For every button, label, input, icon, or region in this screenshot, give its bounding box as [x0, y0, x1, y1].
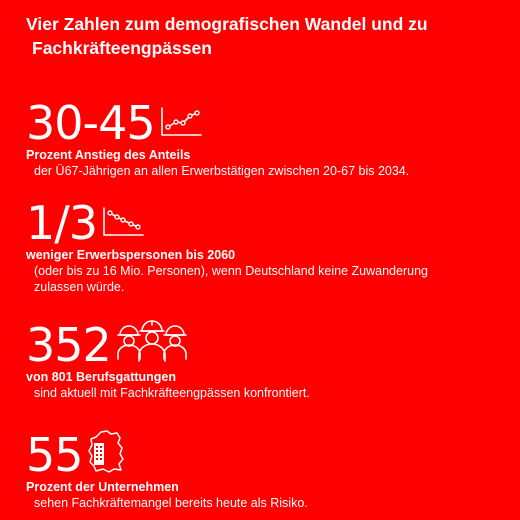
title-line-1: Vier Zahlen zum demografischen Wandel un… [26, 14, 428, 34]
stat-description: (oder bis zu 16 Mio. Personen), wenn Deu… [34, 264, 428, 278]
stat-block-professions: 352 [26, 318, 506, 401]
stat-description: sind aktuell mit Fachkräfteengpässen kon… [34, 386, 310, 400]
title-line-2: Fachkräfteengpässen [32, 38, 212, 58]
stat-block-companies: 55 Prozent der Unternehmen sehen Fachkrä… [26, 428, 506, 511]
stat-number: 55 [26, 428, 84, 482]
stat-lead: Prozent der Unternehmen [26, 480, 179, 494]
stat-lead: Prozent Anstieg des Anteils [26, 148, 191, 162]
line-chart-down-icon [101, 205, 145, 246]
stat-lead: weniger Erwerbspersonen bis 2060 [26, 248, 236, 262]
stat-description: sehen Fachkräftemangel bereits heute als… [34, 496, 308, 510]
stat-description: der Ü67-Jährigen an allen Erwerbstätigen… [34, 164, 410, 178]
page-title: Vier Zahlen zum demografischen Wandel un… [26, 12, 496, 60]
stat-block-increase: 30-45 Prozent Anstieg des Anteils der Ü6… [26, 96, 506, 179]
stat-lead: von 801 Berufsgattungen [26, 370, 177, 384]
stat-description: zulassen würde. [34, 280, 125, 294]
stat-number: 30-45 [26, 96, 156, 150]
germany-map-building-icon [87, 429, 127, 478]
stat-number: 352 [26, 318, 112, 372]
line-chart-up-icon [159, 105, 203, 146]
stat-block-workforce: 1/3 weniger Erwerbspersonen bis 2060 (od… [26, 196, 506, 295]
stat-number: 1/3 [26, 196, 98, 250]
workers-icon [115, 319, 189, 368]
